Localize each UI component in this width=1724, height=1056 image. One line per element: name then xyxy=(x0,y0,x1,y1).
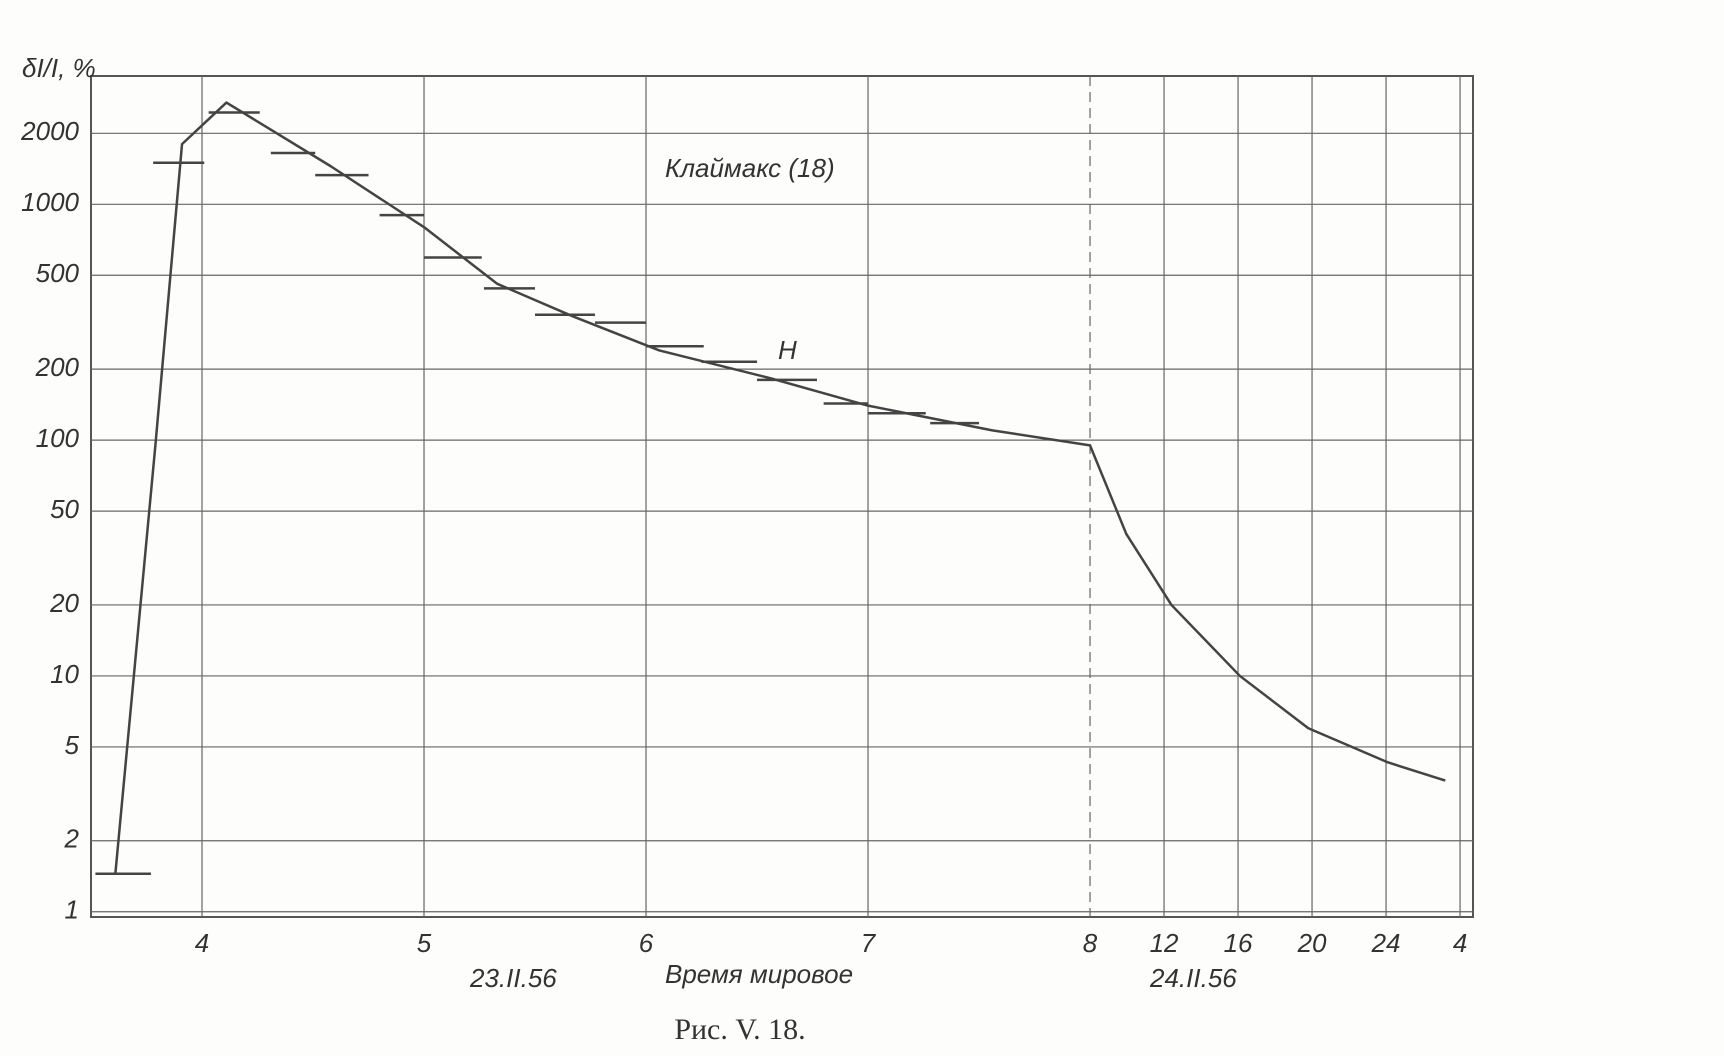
y-tick-label: 2000 xyxy=(20,116,79,146)
y-tick-label: 10 xyxy=(50,659,79,689)
x-tick-label: 12 xyxy=(1150,928,1179,958)
y-tick-label: 20 xyxy=(49,588,79,618)
date-label: 24.II.56 xyxy=(1149,963,1237,993)
x-tick-label: 20 xyxy=(1297,928,1327,958)
x-tick-label: 4 xyxy=(195,928,209,958)
x-tick-label: 4 xyxy=(1453,928,1467,958)
x-tick-label: 7 xyxy=(861,928,877,958)
x-tick-label: 8 xyxy=(1083,928,1098,958)
y-tick-label: 5 xyxy=(65,730,80,760)
y-tick-label: 100 xyxy=(36,423,80,453)
date-label: 23.II.56 xyxy=(469,963,557,993)
x-tick-label: 16 xyxy=(1224,928,1253,958)
x-tick-label: 24 xyxy=(1371,928,1401,958)
caption: Рис. V. 18. xyxy=(674,1013,805,1046)
y-tick-label: 1 xyxy=(65,895,79,925)
y-tick-label: 1000 xyxy=(21,187,79,217)
curve-label: H xyxy=(778,335,797,365)
y-axis-label: δI/I, % xyxy=(22,53,96,83)
annotation: Клаймакс (18) xyxy=(665,153,835,183)
y-tick-label: 500 xyxy=(36,258,80,288)
x-tick-label: 6 xyxy=(639,928,654,958)
x-tick-label: 5 xyxy=(417,928,432,958)
y-tick-label: 200 xyxy=(35,352,80,382)
data-line xyxy=(114,101,1446,874)
plot-frame xyxy=(90,75,1474,918)
y-tick-label: 2 xyxy=(64,824,80,854)
y-tick-label: 50 xyxy=(50,494,79,524)
x-axis-label: Время мировое xyxy=(665,959,853,989)
